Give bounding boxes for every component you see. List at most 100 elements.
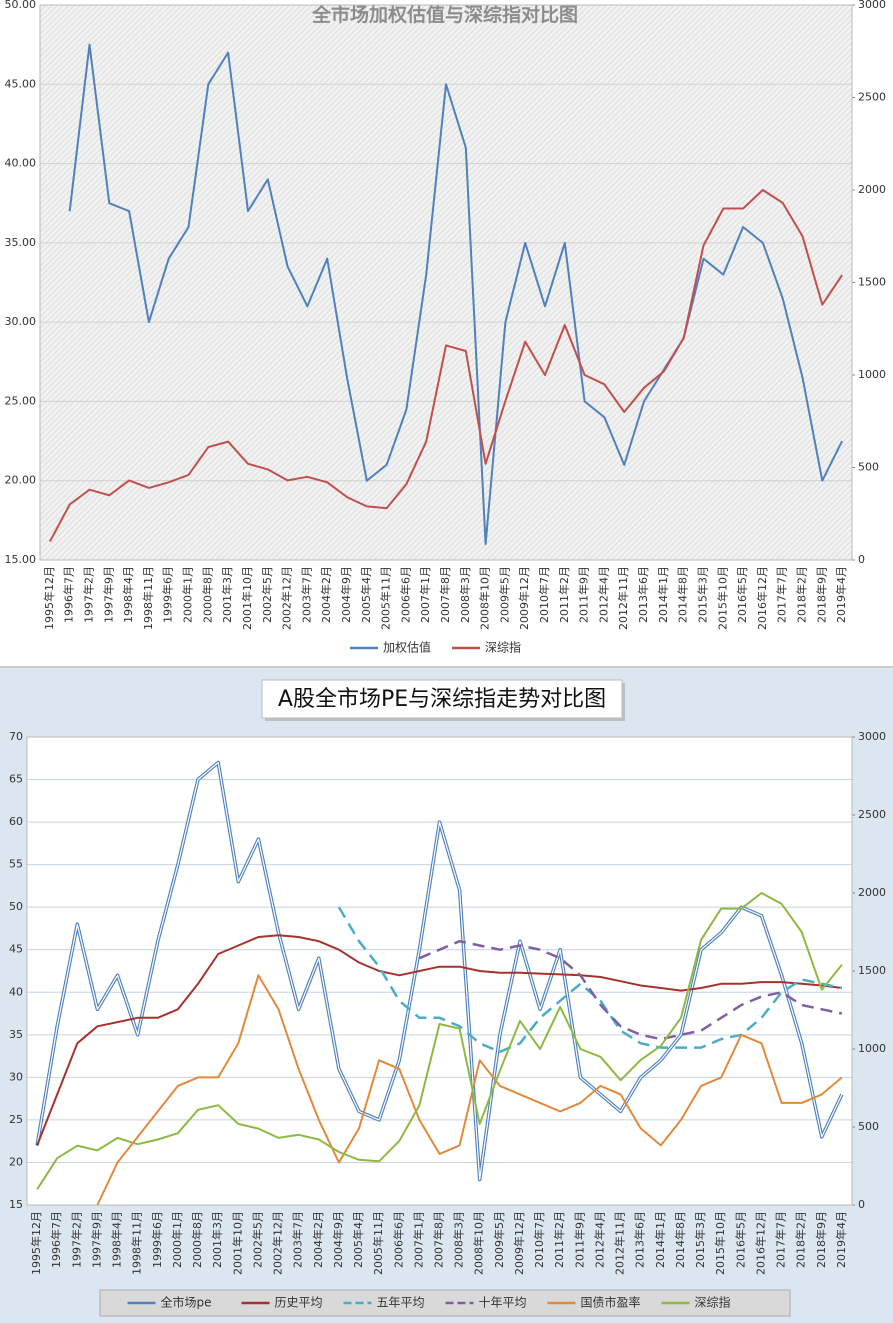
x-tick-label: 2001年3月 — [220, 566, 234, 623]
x-tick-label: 1998年4月 — [121, 566, 135, 623]
plot-border — [26, 736, 853, 1206]
x-tick-label: 2007年1月 — [411, 1211, 425, 1268]
legend-label: 十年平均 — [479, 1296, 527, 1310]
x-tick-label: 2001年10月 — [240, 566, 254, 630]
x-tick-label: 1999年6月 — [150, 1211, 164, 1268]
y-tick-label: 35 — [9, 1028, 23, 1041]
legend-label: 国债市盈率 — [581, 1295, 641, 1310]
y2-tick-label: 1000 — [858, 1042, 886, 1055]
legend-label: 加权估值 — [383, 640, 431, 655]
y2-tick-label: 1500 — [858, 276, 886, 289]
x-tick-label: 2003年7月 — [291, 1211, 305, 1268]
x-tick-label: 2018年9月 — [814, 566, 828, 623]
y-tick-label: 15 — [9, 1198, 23, 1211]
x-tick-label: 2004年2月 — [311, 1211, 325, 1268]
y2-tick-label: 3000 — [858, 0, 886, 11]
y-tick-label: 70 — [9, 730, 23, 743]
y-tick-label: 35.00 — [5, 236, 37, 249]
x-tick-label: 2012年11月 — [616, 566, 630, 630]
x-tick-label: 1998年11月 — [130, 1211, 144, 1275]
y2-tick-label: 500 — [858, 461, 879, 474]
y-tick-label: 25 — [9, 1113, 23, 1126]
series-line — [68, 43, 843, 546]
y2-tick-label: 1000 — [858, 368, 886, 381]
x-tick-label: 2016年12月 — [755, 566, 769, 630]
y-tick-label: 40 — [9, 985, 23, 998]
chart-title: A股全市场PE与深综指走势对比图 — [278, 687, 606, 712]
x-tick-label: 2016年5月 — [735, 566, 749, 623]
x-tick-label: 1997年9月 — [89, 1211, 103, 1268]
series-line — [418, 939, 843, 1041]
x-tick-label: 2001年3月 — [210, 1211, 224, 1268]
x-tick-label: 2009年12月 — [512, 1211, 526, 1275]
y-tick-label: 25.00 — [5, 394, 37, 407]
x-tick-label: 2000年1月 — [181, 566, 195, 623]
x-tick-label: 2009年12月 — [517, 566, 531, 630]
y-tick-label: 20.00 — [5, 474, 37, 487]
y2-tick-label: 2500 — [858, 808, 886, 821]
y2-tick-label: 500 — [858, 1120, 879, 1133]
series-line — [36, 892, 843, 1190]
x-tick-label: 2006年6月 — [398, 566, 412, 623]
x-tick-label: 2016年12月 — [753, 1211, 767, 1275]
y-tick-label: 45.00 — [5, 77, 37, 90]
x-tick-label: 2009年5月 — [497, 566, 511, 623]
legend-label: 五年平均 — [377, 1296, 425, 1310]
x-tick-label: 2002年12月 — [271, 1211, 285, 1275]
x-tick-label: 2005年11月 — [371, 1211, 385, 1275]
y2-tick-label: 0 — [858, 1198, 865, 1211]
x-tick-label: 2004年9月 — [339, 566, 353, 623]
x-tick-label: 2015年10月 — [715, 566, 729, 630]
x-tick-label: 2004年2月 — [319, 566, 333, 623]
x-tick-label: 2019年4月 — [834, 1211, 848, 1268]
x-tick-label: 1997年9月 — [101, 566, 115, 623]
x-tick-label: 1999年6月 — [161, 566, 175, 623]
x-tick-label: 2000年8月 — [200, 566, 214, 623]
x-tick-label: 2017年7月 — [774, 1211, 788, 1268]
y2-tick-label: 1500 — [858, 964, 886, 977]
plot-area — [40, 5, 852, 560]
series-line — [49, 189, 843, 542]
x-tick-label: 2013年6月 — [633, 1211, 647, 1268]
x-tick-label: 2011年9月 — [572, 1211, 586, 1268]
x-tick-label: 2010年7月 — [532, 1211, 546, 1268]
y-tick-label: 65 — [9, 773, 23, 786]
y2-tick-label: 2500 — [858, 91, 886, 104]
x-tick-label: 2017年7月 — [775, 566, 789, 623]
legend-label: 深综指 — [695, 1295, 731, 1310]
y-tick-label: 45 — [9, 943, 23, 956]
x-tick-label: 1997年2月 — [69, 1211, 83, 1268]
y-tick-label: 55 — [9, 858, 23, 871]
x-tick-label: 2012年4月 — [592, 1211, 606, 1268]
x-tick-label: 2018年2月 — [794, 1211, 808, 1268]
x-tick-label: 2001年10月 — [230, 1211, 244, 1275]
x-tick-label: 2011年2月 — [557, 566, 571, 623]
x-tick-label: 2018年9月 — [814, 1211, 828, 1268]
x-tick-label: 2014年8月 — [673, 1211, 687, 1268]
x-tick-label: 2013年6月 — [636, 566, 650, 623]
plot-area — [27, 737, 852, 1205]
y-tick-label: 50.00 — [5, 0, 37, 11]
x-tick-label: 2005年4月 — [359, 566, 373, 623]
x-tick-label: 1998年4月 — [110, 1211, 124, 1268]
x-tick-label: 2012年11月 — [613, 1211, 627, 1275]
chart-title: 全市场加权估值与深综指对比图 — [311, 3, 578, 26]
series-line — [36, 934, 843, 1146]
x-tick-label: 2015年3月 — [693, 1211, 707, 1268]
series-line-inner — [36, 761, 843, 1181]
x-tick-label: 2008年3月 — [452, 1211, 466, 1268]
x-tick-label: 2006年6月 — [391, 1211, 405, 1268]
x-tick-label: 2014年1月 — [656, 566, 670, 623]
y-tick-label: 30 — [9, 1070, 23, 1083]
x-tick-label: 1998年11月 — [141, 566, 155, 630]
x-tick-label: 2005年11月 — [379, 566, 393, 630]
x-tick-label: 2008年10月 — [472, 1211, 486, 1275]
y-tick-label: 15.00 — [5, 553, 37, 566]
x-tick-label: 2015年10月 — [713, 1211, 727, 1275]
legend-label: 全市场pe — [161, 1295, 212, 1310]
series-line — [96, 974, 843, 1206]
x-tick-label: 1995年12月 — [42, 566, 56, 630]
x-tick-label: 1997年2月 — [82, 566, 96, 623]
x-tick-label: 2014年8月 — [676, 566, 690, 623]
